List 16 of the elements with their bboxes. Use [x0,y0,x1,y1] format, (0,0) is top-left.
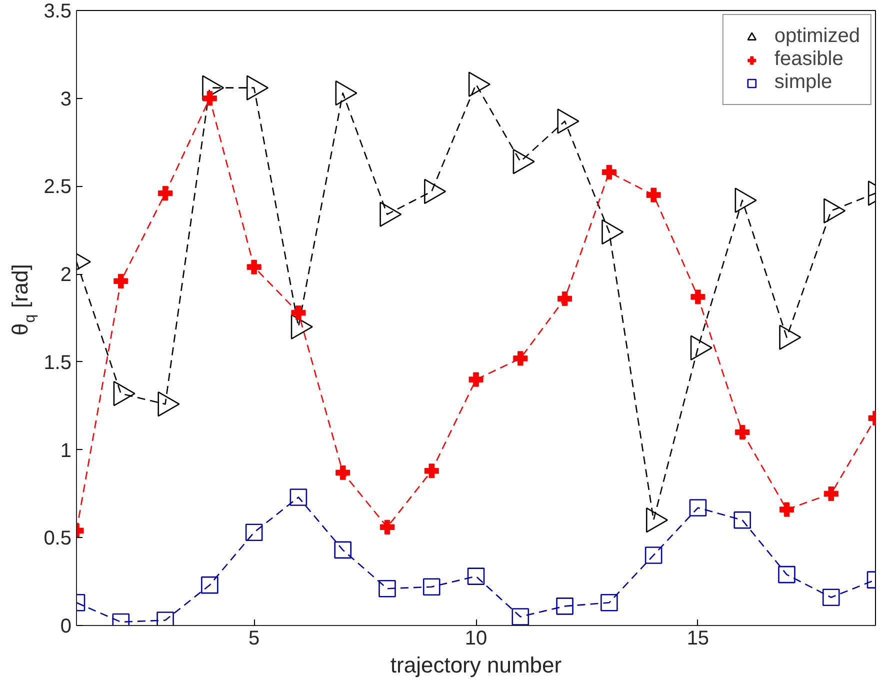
x-tick-label: 15 [686,628,710,650]
y-tick-label: 3 [60,88,72,110]
y-tick-label: 2.5 [44,176,72,198]
y-tick-label: 3.5 [44,0,72,22]
legend-label: optimized [774,25,860,48]
x-axis-title: trajectory number [390,652,562,678]
x-tick-label: 10 [464,628,488,650]
x-tick-label: 5 [248,628,260,650]
legend-label: feasible [774,48,844,71]
y-tick-label: 2 [60,264,72,286]
y-tick-label: 0 [60,616,72,638]
y-tick-label: 0.5 [44,528,72,550]
y-tick-label: 1 [60,440,72,462]
y-tick-label: 1.5 [44,352,72,374]
legend-label: simple [774,71,832,94]
y-axis-title: θq [rad] [8,264,38,336]
